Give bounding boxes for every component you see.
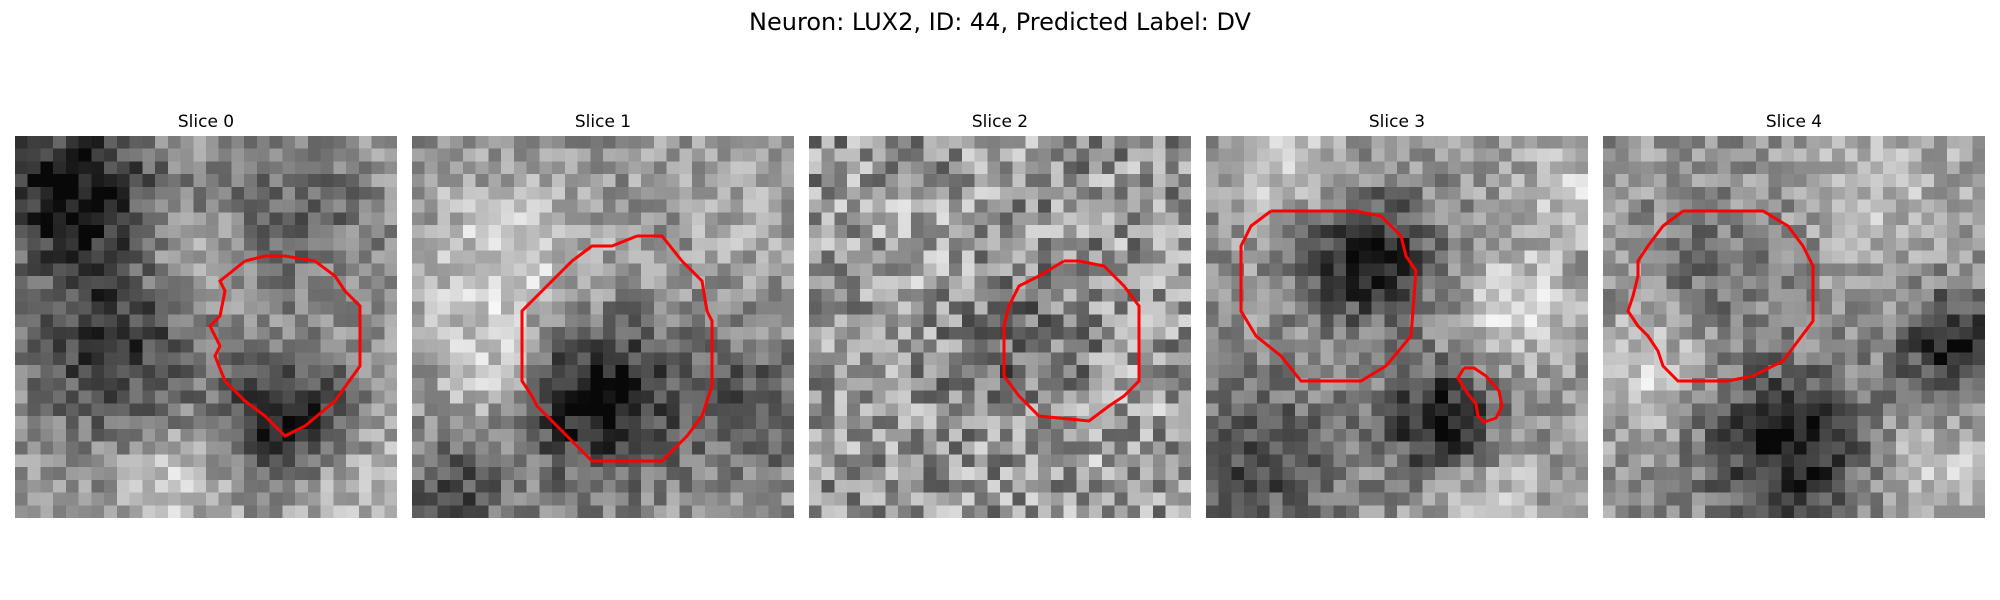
slice-title: Slice 1 <box>574 112 632 132</box>
slice-title: Slice 0 <box>177 112 235 132</box>
roi-contour <box>1002 259 1141 423</box>
roi-contour <box>520 234 714 463</box>
slice-grayscale-image <box>15 136 397 518</box>
slice-grayscale-image <box>1603 136 1985 518</box>
slice-image-frame <box>15 136 397 518</box>
slice-panel-3: Slice 3 <box>1206 112 1588 518</box>
roi-contour <box>1626 209 1815 383</box>
slice-image-frame <box>1603 136 1985 518</box>
slice-title: Slice 2 <box>971 112 1029 132</box>
slice-grayscale-image <box>1206 136 1588 518</box>
slice-title: Slice 3 <box>1368 112 1426 132</box>
slice-grayscale-image <box>412 136 794 518</box>
slice-image-frame <box>809 136 1191 518</box>
slice-image-frame <box>1206 136 1588 518</box>
slice-image-frame <box>412 136 794 518</box>
slice-grayscale-image <box>809 136 1191 518</box>
slice-panel-1: Slice 1 <box>412 112 794 518</box>
roi-contour <box>1239 209 1504 424</box>
roi-contour <box>208 254 362 438</box>
slice-panel-0: Slice 0 <box>15 112 397 518</box>
slice-panel-2: Slice 2 <box>809 112 1191 518</box>
slice-title: Slice 4 <box>1765 112 1823 132</box>
figure-title: Neuron: LUX2, ID: 44, Predicted Label: D… <box>749 8 1251 36</box>
slice-panel-4: Slice 4 <box>1603 112 1985 518</box>
